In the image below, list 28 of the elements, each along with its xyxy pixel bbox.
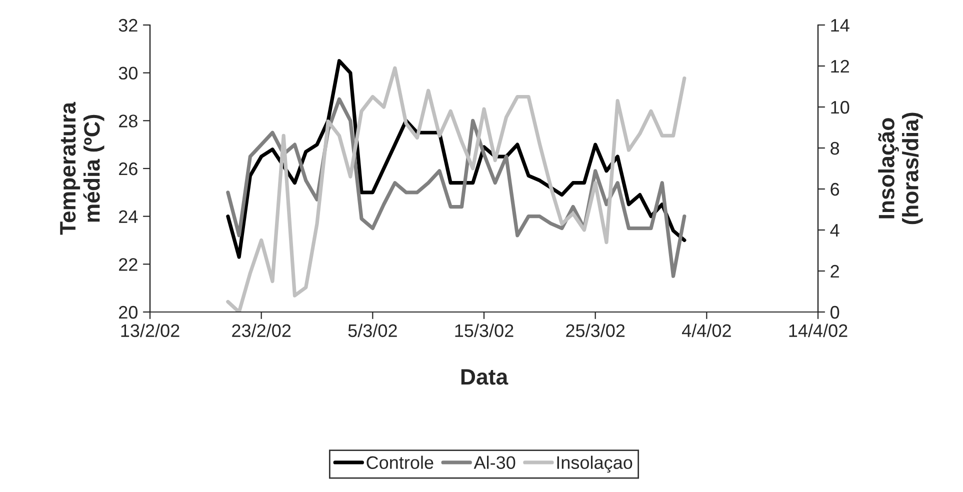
y-tick-label: 20	[119, 306, 138, 319]
y-tick-label: 22	[119, 258, 138, 271]
x-tick-label: 25/3/02	[566, 324, 625, 338]
x-tick-label: 23/2/02	[232, 324, 291, 338]
x-tick-label: 13/2/02	[121, 324, 180, 338]
y2-tick-label: 4	[830, 224, 840, 237]
y2-tick-label: 8	[830, 142, 840, 155]
y-tick-label: 32	[118, 18, 138, 32]
x-tick-label: 15/3/02	[455, 324, 514, 338]
x-tick-label: 14/4/02	[789, 324, 848, 338]
y-axis-title: Temperatura média (ºC)	[60, 102, 104, 235]
x-tick-label: 4/4/02	[682, 324, 731, 338]
y2-tick-label: 2	[830, 264, 839, 278]
x-tick-label: 5/3/02	[348, 324, 397, 338]
x-axis-title: Data	[461, 369, 508, 385]
y2-tick-label: 12	[831, 60, 849, 73]
legend-label: Controle	[366, 456, 434, 469]
y-tick-label: 24	[119, 210, 138, 223]
y-tick-label: 28	[119, 114, 138, 128]
legend-label: Insolaçao	[557, 456, 632, 473]
y2-tick-label: 10	[831, 100, 850, 114]
y2-tick-label: 14	[831, 19, 850, 32]
y2-tick-label: 0	[830, 306, 840, 319]
legend-label: Al-30	[474, 456, 516, 469]
y-tick-label: 26	[119, 162, 138, 176]
y2-tick-label: 6	[830, 182, 840, 196]
y2-axis-title: Insolação (horas/dia)	[878, 112, 923, 224]
y-tick-label: 30	[118, 66, 138, 80]
